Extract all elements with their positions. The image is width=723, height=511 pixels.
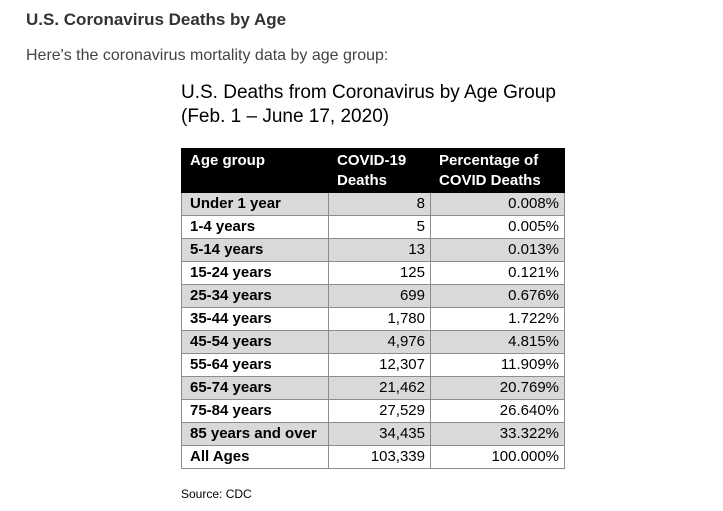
cell-covid-deaths: 27,529 [328, 399, 431, 423]
cell-percentage: 20.769% [430, 376, 565, 400]
cell-age-group: Under 1 year [181, 192, 329, 216]
table-row: 1-4 years 5 0.005% [181, 215, 565, 239]
cell-age-group: 15-24 years [181, 261, 329, 285]
figure-title-block: U.S. Deaths from Coronavirus by Age Grou… [181, 81, 571, 129]
header-age-group-label: Age group [190, 152, 265, 169]
header-percentage-line2: COVID Deaths [439, 172, 541, 189]
cell-covid-deaths: 103,339 [328, 445, 431, 469]
cell-percentage: 11.909% [430, 353, 565, 377]
cell-percentage: 33.322% [430, 422, 565, 446]
table-row: 55-64 years 12,307 11.909% [181, 353, 565, 377]
cell-age-group: 1-4 years [181, 215, 329, 239]
figure-subtitle: (Feb. 1 – June 17, 2020) [181, 106, 390, 127]
table-row: 15-24 years 125 0.121% [181, 261, 565, 285]
table-row: 35-44 years 1,780 1.722% [181, 307, 565, 331]
cell-covid-deaths: 125 [328, 261, 431, 285]
table-row: 25-34 years 699 0.676% [181, 284, 565, 308]
table-row: 75-84 years 27,529 26.640% [181, 399, 565, 423]
cell-percentage: 0.005% [430, 215, 565, 239]
header-covid-deaths-line2: Deaths [337, 172, 388, 189]
table-row: 65-74 years 21,462 20.769% [181, 376, 565, 400]
header-percentage-line1: Percentage of [439, 152, 539, 169]
cell-covid-deaths: 8 [328, 192, 431, 216]
intro-text: Here's the coronavirus mortality data by… [26, 47, 389, 64]
header-covid-deaths-line1: COVID-19 [337, 152, 407, 169]
header-percentage: Percentage of COVID Deaths [430, 148, 565, 193]
cell-age-group: 85 years and over [181, 422, 329, 446]
header-age-group: Age group [181, 148, 329, 193]
cell-percentage: 0.676% [430, 284, 565, 308]
cell-percentage: 1.722% [430, 307, 565, 331]
cell-covid-deaths: 13 [328, 238, 431, 262]
table-row: 5-14 years 13 0.013% [181, 238, 565, 262]
table-row: 85 years and over 34,435 33.322% [181, 422, 565, 446]
table-row: All Ages 103,339 100.000% [181, 445, 565, 469]
cell-covid-deaths: 1,780 [328, 307, 431, 331]
cell-percentage: 100.000% [430, 445, 565, 469]
cell-percentage: 0.008% [430, 192, 565, 216]
cell-percentage: 26.640% [430, 399, 565, 423]
cell-percentage: 0.121% [430, 261, 565, 285]
page-heading: U.S. Coronavirus Deaths by Age [26, 10, 287, 29]
header-covid-deaths: COVID-19 Deaths [328, 148, 431, 193]
cell-age-group: 25-34 years [181, 284, 329, 308]
cell-age-group: 45-54 years [181, 330, 329, 354]
cell-covid-deaths: 34,435 [328, 422, 431, 446]
table-row: Under 1 year 8 0.008% [181, 192, 565, 216]
figure-title: U.S. Deaths from Coronavirus by Age Grou… [181, 82, 556, 103]
table-body: Under 1 year 8 0.008% 1-4 years 5 0.005% 5-14 … [181, 192, 565, 469]
table-header-row: Age group COVID-19 Deaths Percentage of … [181, 148, 565, 193]
cell-age-group: 75-84 years [181, 399, 329, 423]
cell-covid-deaths: 4,976 [328, 330, 431, 354]
cell-age-group: All Ages [181, 445, 329, 469]
deaths-by-age-table: Age group COVID-19 Deaths Percentage of … [181, 148, 565, 469]
cell-age-group: 35-44 years [181, 307, 329, 331]
cell-covid-deaths: 5 [328, 215, 431, 239]
cell-age-group: 55-64 years [181, 353, 329, 377]
cell-covid-deaths: 21,462 [328, 376, 431, 400]
cell-covid-deaths: 12,307 [328, 353, 431, 377]
cell-covid-deaths: 699 [328, 284, 431, 308]
cell-age-group: 5-14 years [181, 238, 329, 262]
source-note: Source: CDC [181, 487, 252, 501]
cell-percentage: 4.815% [430, 330, 565, 354]
cell-percentage: 0.013% [430, 238, 565, 262]
table-row: 45-54 years 4,976 4.815% [181, 330, 565, 354]
cell-age-group: 65-74 years [181, 376, 329, 400]
